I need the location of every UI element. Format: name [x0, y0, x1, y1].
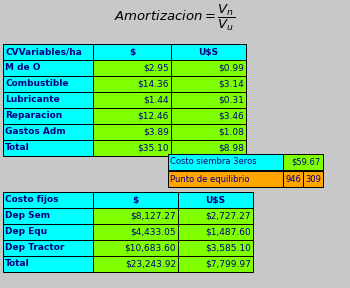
Text: $8,127.27: $8,127.27 [130, 211, 176, 221]
Bar [93, 256, 178, 272]
Text: Total: Total [5, 259, 30, 268]
Bar [168, 171, 283, 187]
Text: $0.31: $0.31 [218, 96, 244, 105]
Text: Costo siembra 3eros: Costo siembra 3eros [170, 158, 257, 166]
Bar [3, 60, 93, 76]
Bar [168, 154, 283, 170]
Bar [3, 240, 93, 256]
Text: $35.10: $35.10 [137, 143, 169, 153]
Bar [3, 124, 93, 140]
Text: 309: 309 [305, 175, 321, 183]
Text: Costo fijos: Costo fijos [5, 196, 58, 204]
Bar [303, 171, 323, 187]
Bar [3, 140, 93, 156]
Text: $1,487.60: $1,487.60 [205, 228, 251, 236]
Text: Dep Equ: Dep Equ [5, 228, 47, 236]
Text: $23,243.92: $23,243.92 [125, 259, 176, 268]
Bar [178, 240, 253, 256]
Bar [171, 92, 246, 108]
Text: Dep Tractor: Dep Tractor [5, 243, 64, 253]
Text: $14.36: $14.36 [138, 79, 169, 88]
Text: $: $ [132, 196, 139, 204]
Text: $4,433.05: $4,433.05 [130, 228, 176, 236]
Bar [283, 171, 303, 187]
Bar [93, 108, 171, 124]
Text: Combustible: Combustible [5, 79, 69, 88]
Bar [3, 76, 93, 92]
Text: Gastos Adm: Gastos Adm [5, 128, 66, 137]
Text: $\mathit{Amortizacion} = \dfrac{V_n}{V_u}$: $\mathit{Amortizacion} = \dfrac{V_n}{V_u… [114, 3, 236, 33]
Bar [93, 224, 178, 240]
Bar [3, 44, 93, 60]
Text: Total: Total [5, 143, 30, 153]
Bar [283, 154, 323, 170]
Bar [93, 192, 178, 208]
Text: $2,727.27: $2,727.27 [205, 211, 251, 221]
Text: $10,683.60: $10,683.60 [124, 243, 176, 253]
Bar [178, 256, 253, 272]
Bar [93, 140, 171, 156]
Text: $: $ [129, 48, 135, 56]
Text: $8.98: $8.98 [218, 143, 244, 153]
Bar [93, 208, 178, 224]
Text: $3.89: $3.89 [143, 128, 169, 137]
Bar [171, 44, 246, 60]
Text: $59.67: $59.67 [292, 158, 321, 166]
Bar [3, 192, 93, 208]
Text: $3.46: $3.46 [218, 111, 244, 120]
Text: Lubricante: Lubricante [5, 96, 60, 105]
Bar [171, 124, 246, 140]
Text: $0.99: $0.99 [218, 63, 244, 73]
Bar [93, 76, 171, 92]
Bar [171, 60, 246, 76]
Text: CVVariables/ha: CVVariables/ha [5, 48, 82, 56]
Text: Dep Sem: Dep Sem [5, 211, 50, 221]
Bar [3, 108, 93, 124]
Text: $1.44: $1.44 [144, 96, 169, 105]
Bar [171, 108, 246, 124]
Bar [93, 60, 171, 76]
Text: Punto de equilibrio: Punto de equilibrio [170, 175, 250, 183]
Bar [178, 224, 253, 240]
Text: $1.08: $1.08 [218, 128, 244, 137]
Bar [171, 76, 246, 92]
Bar [178, 208, 253, 224]
Text: Reparacion: Reparacion [5, 111, 62, 120]
Text: $12.46: $12.46 [138, 111, 169, 120]
Text: $2.95: $2.95 [143, 63, 169, 73]
Bar [171, 140, 246, 156]
Text: M de O: M de O [5, 63, 41, 73]
Bar [3, 256, 93, 272]
Text: $7,799.97: $7,799.97 [205, 259, 251, 268]
Text: 946: 946 [285, 175, 301, 183]
Bar [3, 208, 93, 224]
Bar [93, 124, 171, 140]
Bar [93, 44, 171, 60]
Text: U$S: U$S [198, 48, 218, 56]
Bar [178, 192, 253, 208]
Text: U$S: U$S [205, 196, 225, 204]
Bar [3, 92, 93, 108]
Bar [93, 92, 171, 108]
Bar [3, 224, 93, 240]
Text: $3,585.10: $3,585.10 [205, 243, 251, 253]
Bar [93, 240, 178, 256]
Text: $3.14: $3.14 [218, 79, 244, 88]
